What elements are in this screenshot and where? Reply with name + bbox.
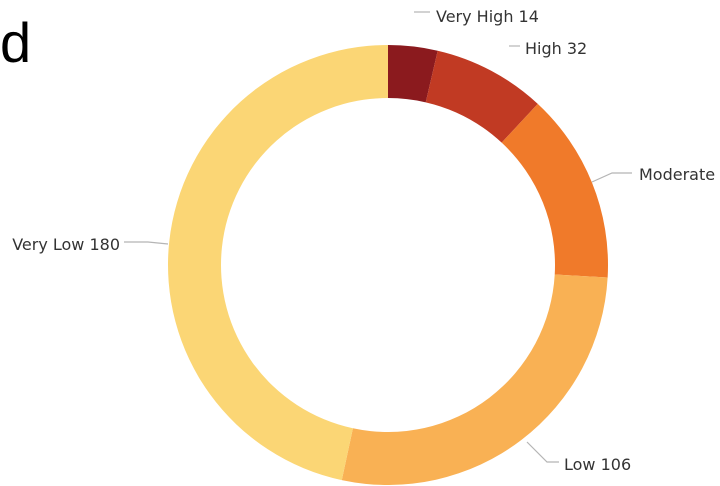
leader-line-very-low [124, 241, 169, 245]
leader-line-moderate [591, 172, 632, 183]
slice-labels: Very High 14 High 32 Moderate Low 106 Very L… [12, 7, 715, 474]
slice-low [341, 274, 608, 485]
leader-line-low [526, 441, 559, 463]
slice-very-low [168, 45, 388, 481]
slice-label-very-high: Very High 14 [436, 7, 539, 26]
slice-label-low: Low 106 [564, 455, 631, 474]
slice-very-high [388, 45, 438, 103]
slice-label-high: High 32 [525, 39, 587, 58]
panel-label: d [0, 11, 31, 74]
slice-moderate [501, 103, 608, 278]
slice-high [425, 50, 538, 143]
leader-lines [124, 11, 632, 463]
slice-label-very-low: Very Low 180 [12, 235, 120, 254]
slice-label-moderate: Moderate [639, 165, 715, 184]
donut-slices [168, 45, 608, 485]
